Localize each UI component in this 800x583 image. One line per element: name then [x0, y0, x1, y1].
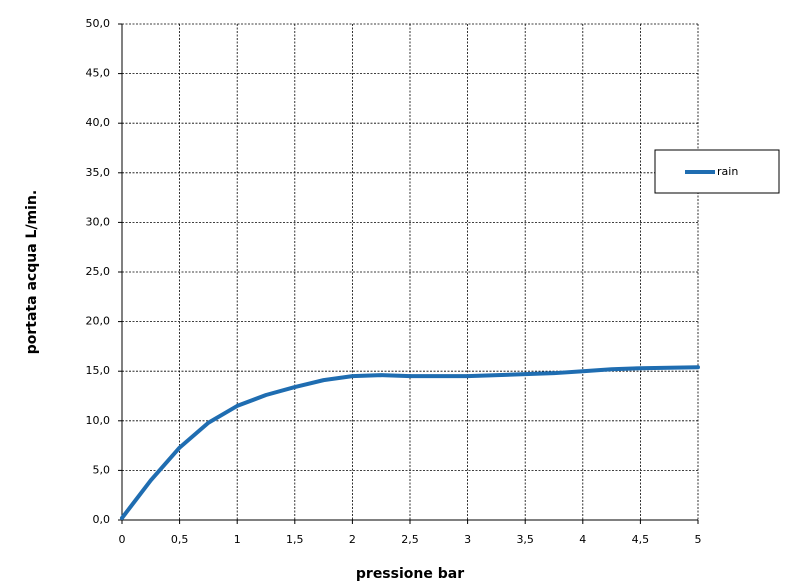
x-tick-label: 1: [234, 533, 241, 546]
y-tick-label: 50,0: [86, 17, 111, 30]
y-tick-label: 15,0: [86, 364, 111, 377]
legend-label: rain: [717, 165, 738, 178]
data-line: [120, 365, 700, 521]
y-axis-title: portata acqua L/min.: [24, 190, 40, 354]
x-tick-label: 2: [349, 533, 356, 546]
y-tick-label: 25,0: [86, 265, 111, 278]
x-tick-label: 5: [695, 533, 702, 546]
y-tick-label: 10,0: [86, 414, 111, 427]
y-tick-label: 5,0: [93, 463, 111, 476]
legend: rain: [654, 149, 780, 194]
y-tick-label: 0,0: [93, 513, 111, 526]
y-tick-label: 20,0: [86, 315, 111, 328]
x-tick-label: 3: [464, 533, 471, 546]
x-tick-label: 0: [119, 533, 126, 546]
y-tick-label: 35,0: [86, 166, 111, 179]
x-tick-label: 3,5: [516, 533, 534, 546]
y-tick-label: 30,0: [86, 215, 111, 228]
x-tick-label: 4,5: [632, 533, 650, 546]
y-tick-label: 45,0: [86, 67, 111, 80]
x-tick-label: 0,5: [171, 533, 189, 546]
legend-box: [654, 149, 780, 194]
x-axis-title: pressione bar: [356, 566, 464, 582]
x-tick-label: 2,5: [401, 533, 419, 546]
x-tick-label: 1,5: [286, 533, 304, 546]
y-tick-label: 40,0: [86, 116, 111, 129]
x-tick-label: 4: [579, 533, 586, 546]
